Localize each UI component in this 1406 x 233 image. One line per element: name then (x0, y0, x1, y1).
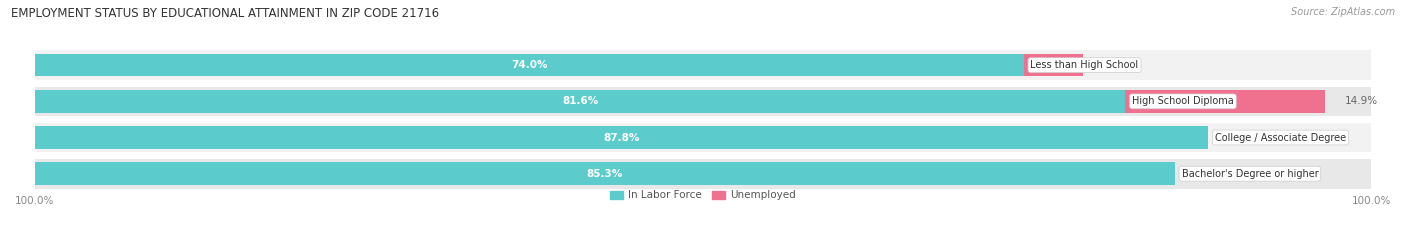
Bar (35, 162, 1175, 185)
Text: College / Associate Degree: College / Associate Degree (1215, 133, 1346, 143)
Bar (35, 159, 1371, 188)
Text: 4.4%: 4.4% (1102, 60, 1129, 70)
Bar (35, 126, 1208, 149)
Text: 74.0%: 74.0% (510, 60, 547, 70)
Bar (1024, 54, 1083, 76)
Bar (35, 50, 1371, 80)
Bar (1125, 90, 1324, 113)
Bar (35, 54, 1024, 76)
Legend: In Labor Force, Unemployed: In Labor Force, Unemployed (610, 190, 796, 200)
Text: 85.3%: 85.3% (586, 169, 623, 179)
Text: 87.8%: 87.8% (603, 133, 640, 143)
Text: 0.0%: 0.0% (1229, 133, 1254, 143)
Text: Source: ZipAtlas.com: Source: ZipAtlas.com (1291, 7, 1395, 17)
Text: Less than High School: Less than High School (1031, 60, 1139, 70)
Bar (35, 123, 1371, 152)
Text: 14.9%: 14.9% (1344, 96, 1378, 106)
Bar (35, 86, 1371, 116)
Text: High School Diploma: High School Diploma (1132, 96, 1234, 106)
Text: Bachelor's Degree or higher: Bachelor's Degree or higher (1181, 169, 1319, 179)
Text: EMPLOYMENT STATUS BY EDUCATIONAL ATTAINMENT IN ZIP CODE 21716: EMPLOYMENT STATUS BY EDUCATIONAL ATTAINM… (11, 7, 439, 20)
Text: 81.6%: 81.6% (562, 96, 598, 106)
Text: 0.0%: 0.0% (1195, 169, 1222, 179)
Bar (35, 90, 1125, 113)
